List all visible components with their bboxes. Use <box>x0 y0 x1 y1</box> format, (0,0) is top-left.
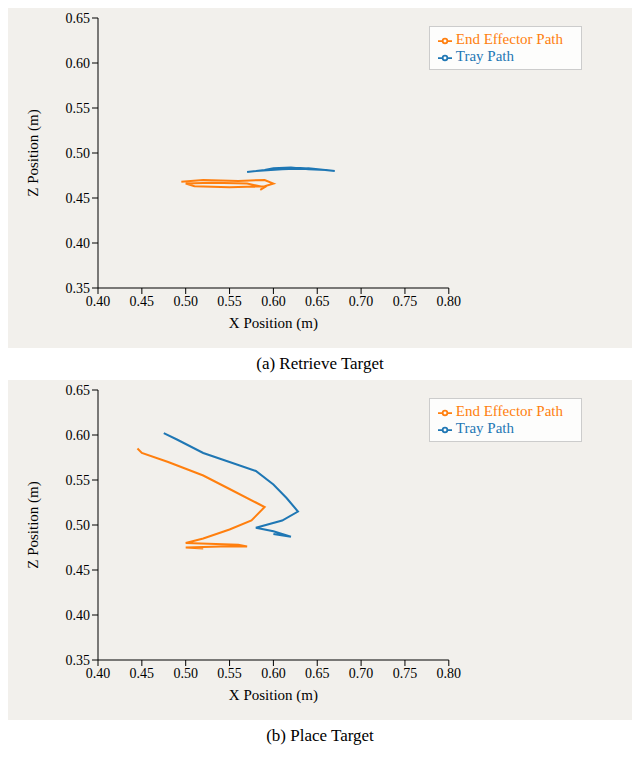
svg-text:X Position (m): X Position (m) <box>229 687 318 704</box>
svg-text:0.65: 0.65 <box>66 383 91 398</box>
svg-text:0.55: 0.55 <box>66 101 91 116</box>
svg-text:0.45: 0.45 <box>66 563 91 578</box>
svg-text:0.60: 0.60 <box>261 294 286 309</box>
html-text:(b) Place Target: (b) Place Target <box>266 726 374 745</box>
svg-text:0.40: 0.40 <box>86 294 111 309</box>
svg-text:0.45: 0.45 <box>66 191 91 206</box>
svg-text:0.60: 0.60 <box>66 56 91 71</box>
svg-text:0.35: 0.35 <box>66 653 91 668</box>
svg-text:0.50: 0.50 <box>173 666 198 681</box>
svg-text:0.55: 0.55 <box>66 473 91 488</box>
svg-text:0.40: 0.40 <box>66 608 91 623</box>
svg-text:0.70: 0.70 <box>349 294 374 309</box>
svg-text:0.75: 0.75 <box>393 666 418 681</box>
svg-text:0.50: 0.50 <box>66 146 91 161</box>
svg-text:0.60: 0.60 <box>66 428 91 443</box>
svg-text:0.55: 0.55 <box>217 294 242 309</box>
svg-text:Z Position (m): Z Position (m) <box>25 109 42 197</box>
svg-text:0.40: 0.40 <box>86 666 111 681</box>
svg-text:0.55: 0.55 <box>217 666 242 681</box>
svg-text:0.45: 0.45 <box>130 294 155 309</box>
svg-text:X Position (m): X Position (m) <box>229 315 318 332</box>
svg-text:0.60: 0.60 <box>261 666 286 681</box>
svg-text:0.80: 0.80 <box>437 294 462 309</box>
html-text:Tray Path: Tray Path <box>455 420 514 436</box>
svg-text:0.35: 0.35 <box>66 281 91 296</box>
html-text:Tray Path: Tray Path <box>455 48 514 64</box>
html-text:End Effector Path: End Effector Path <box>455 31 563 47</box>
html-text:End Effector Path: End Effector Path <box>455 403 563 419</box>
svg-text:0.45: 0.45 <box>130 666 155 681</box>
svg-text:0.65: 0.65 <box>305 666 330 681</box>
svg-text:0.50: 0.50 <box>173 294 198 309</box>
svg-text:0.70: 0.70 <box>349 666 374 681</box>
svg-text:Z Position (m): Z Position (m) <box>25 481 42 569</box>
svg-text:0.65: 0.65 <box>305 294 330 309</box>
svg-text:0.65: 0.65 <box>66 11 91 26</box>
svg-text:0.40: 0.40 <box>66 236 91 251</box>
svg-text:0.50: 0.50 <box>66 518 91 533</box>
html-text:(a) Retrieve Target: (a) Retrieve Target <box>256 354 384 373</box>
svg-text:0.80: 0.80 <box>437 666 462 681</box>
svg-text:0.75: 0.75 <box>393 294 418 309</box>
